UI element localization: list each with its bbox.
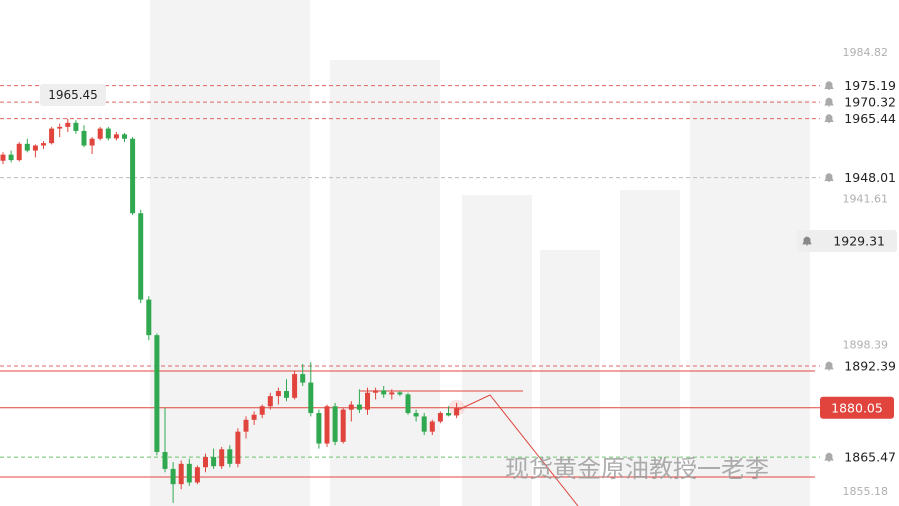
candle-body xyxy=(421,416,427,432)
y-tick-label: 1898.39 xyxy=(843,339,889,352)
candle-body xyxy=(429,421,435,432)
candle-body xyxy=(235,431,241,464)
candle-body xyxy=(105,128,111,139)
candle-body xyxy=(251,414,257,420)
candle-body xyxy=(389,392,395,395)
candle-body xyxy=(57,126,63,129)
candle-body xyxy=(194,467,200,483)
candle-body xyxy=(113,134,119,139)
candle-body xyxy=(211,457,217,467)
background-buildings xyxy=(150,0,810,506)
candle-body xyxy=(340,409,346,442)
candle-body xyxy=(170,468,176,485)
candle-body xyxy=(324,406,330,444)
price-level-label: 1970.32 xyxy=(844,95,896,110)
price-level-label: 1865.47 xyxy=(844,450,896,465)
price-level-label: 1929.31 xyxy=(833,233,885,248)
bell-icon xyxy=(824,452,834,462)
candle-body xyxy=(300,374,306,383)
candle-body xyxy=(243,419,249,432)
candle-body xyxy=(275,391,281,397)
drawn-line xyxy=(457,394,579,506)
candle-body xyxy=(267,396,273,407)
candle-body xyxy=(292,374,298,398)
candle-body xyxy=(397,392,403,395)
candle-body xyxy=(437,413,443,422)
candle-body xyxy=(146,299,152,336)
candle-body xyxy=(332,406,338,442)
candle-body xyxy=(405,394,411,414)
candle-body xyxy=(49,128,55,144)
last-price-glow xyxy=(448,399,465,416)
current-price-label: 1880.05 xyxy=(831,400,883,415)
candle-body xyxy=(308,382,314,414)
candle-body xyxy=(454,407,460,416)
candle-body xyxy=(138,213,144,300)
candle-body xyxy=(89,138,95,146)
bell-icon xyxy=(824,97,834,107)
candle-body xyxy=(348,404,354,410)
candle-body xyxy=(219,449,225,467)
candle-body xyxy=(65,122,71,127)
bell-icon xyxy=(824,81,834,91)
bell-icon xyxy=(824,361,834,371)
y-tick-label: 1984.82 xyxy=(843,46,889,59)
candle-body xyxy=(413,413,419,417)
bell-icon xyxy=(824,173,834,183)
candle-body xyxy=(122,134,127,139)
current-price-box xyxy=(820,396,894,419)
bell-icon xyxy=(802,236,812,246)
watermark: 现货黄金原油教授一老李 xyxy=(505,455,769,483)
candle-body xyxy=(227,449,233,464)
candle-body xyxy=(73,122,79,131)
candle-body xyxy=(284,391,289,398)
candle-body xyxy=(446,413,451,416)
candle-body xyxy=(365,392,370,410)
y-tick-label: 1855.18 xyxy=(843,485,889,498)
price-level-label: 1948.01 xyxy=(844,170,896,185)
candle-body xyxy=(130,138,136,214)
candle-body xyxy=(154,335,160,452)
candle-body xyxy=(24,143,30,151)
price-level-box xyxy=(797,229,897,252)
candle-body xyxy=(8,154,14,161)
price-level-label: 1975.19 xyxy=(844,78,896,93)
candle-body xyxy=(41,143,46,146)
candle-body xyxy=(203,457,208,468)
candle-body xyxy=(373,390,379,393)
high-label: 1965.45 xyxy=(48,88,98,102)
candle-body xyxy=(97,128,103,139)
candle-body xyxy=(356,404,362,410)
candle-body xyxy=(178,463,184,485)
high-label-box xyxy=(40,84,106,106)
price-level-label: 1892.39 xyxy=(844,359,896,374)
bell-icon xyxy=(824,114,834,124)
price-level-label: 1965.44 xyxy=(844,111,896,126)
y-tick-label: 1941.61 xyxy=(843,192,889,205)
candle-body xyxy=(316,413,322,444)
candle-body xyxy=(162,451,168,469)
candle-body xyxy=(16,143,22,161)
price-axis: 1984.82 1941.61 1898.39 1855.18 xyxy=(843,46,889,498)
candles xyxy=(0,118,465,503)
candle-body xyxy=(186,463,192,483)
candle-body xyxy=(0,154,6,161)
candle-body xyxy=(259,406,265,415)
candle-body xyxy=(81,130,87,146)
candle-body xyxy=(32,145,38,151)
candle-body xyxy=(381,390,387,395)
